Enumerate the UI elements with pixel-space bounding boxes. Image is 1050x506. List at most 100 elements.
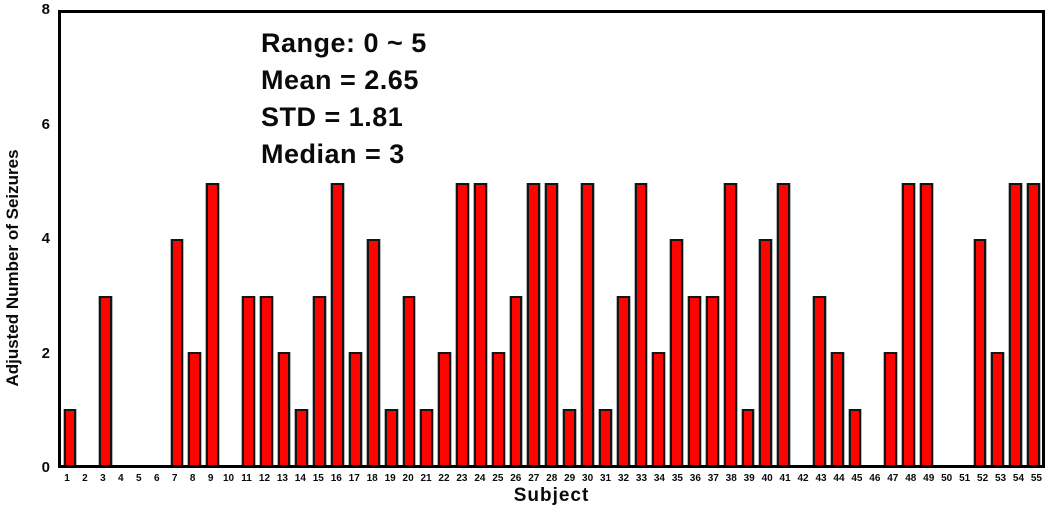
- x-tick-label-51: 51: [959, 473, 971, 484]
- bar-slot: [596, 13, 614, 465]
- bar-subject-37: [705, 295, 719, 465]
- bar-slot: [364, 13, 382, 465]
- x-tick-label-21: 21: [420, 473, 432, 484]
- bar-subject-14: [295, 408, 309, 465]
- bar-subject-49: [920, 182, 933, 465]
- bar-subject-29: [563, 408, 576, 465]
- x-tick-label-31: 31: [600, 473, 612, 484]
- x-tick-label-42: 42: [797, 473, 809, 484]
- y-tick-label-2: 2: [41, 344, 50, 362]
- x-tick-label-32: 32: [617, 473, 630, 484]
- bar-subject-31: [598, 408, 612, 465]
- bar-slot: [507, 13, 525, 465]
- bar-subject-22: [438, 352, 452, 465]
- x-tick-label-20: 20: [402, 473, 414, 484]
- bar-slot: [275, 13, 293, 465]
- x-tick-label-36: 36: [689, 473, 701, 484]
- bar-slot: [775, 13, 793, 465]
- bar-subject-45: [848, 408, 862, 465]
- bar-subject-40: [759, 239, 773, 465]
- y-tick-label-8: 8: [41, 1, 50, 18]
- x-tick-label-18: 18: [366, 473, 378, 484]
- bar-slot: [543, 13, 561, 465]
- bar-slot: [79, 13, 97, 465]
- bar-slot: [739, 13, 757, 465]
- bar-slot: [971, 13, 989, 465]
- y-tick-label-0: 0: [41, 459, 50, 476]
- bar-slot: [400, 13, 418, 465]
- bar-slot: [578, 13, 596, 465]
- bar-slot: [186, 13, 204, 465]
- x-tick-label-23: 23: [456, 473, 468, 484]
- bar-subject-25: [491, 352, 505, 465]
- bar-slot: [204, 13, 222, 465]
- bar-subject-17: [349, 352, 362, 465]
- bar-subject-36: [688, 295, 701, 465]
- bar-slot: [668, 13, 686, 465]
- bar-slot: [650, 13, 668, 465]
- x-tick-label-16: 16: [330, 473, 342, 484]
- bar-slot: [614, 13, 632, 465]
- bar-subject-47: [884, 352, 898, 465]
- bar-slot: [989, 13, 1007, 465]
- bar-subject-38: [723, 182, 737, 465]
- bar-subject-7: [170, 239, 184, 465]
- bar-subject-53: [991, 352, 1005, 465]
- x-tick-label-27: 27: [528, 473, 540, 484]
- bar-subject-12: [259, 295, 273, 465]
- bar-subject-34: [652, 352, 666, 465]
- x-tick-label-24: 24: [474, 473, 486, 484]
- x-tick-label-55: 55: [1030, 473, 1042, 484]
- bar-subject-27: [527, 182, 541, 465]
- bar-slot: [489, 13, 507, 465]
- bar-slot: [239, 13, 257, 465]
- bar-slot: [525, 13, 543, 465]
- x-tick-label-53: 53: [994, 473, 1007, 484]
- bar-slot: [454, 13, 472, 465]
- bar-subject-30: [580, 182, 594, 465]
- plot-area: Range: 0 ~ 5 Mean = 2.65 STD = 1.81 Median …: [58, 10, 1045, 468]
- bar-slot: [793, 13, 811, 465]
- bar-slot: [864, 13, 882, 465]
- x-tick-label-26: 26: [510, 473, 522, 484]
- bar-subject-52: [973, 239, 987, 465]
- bar-slot: [686, 13, 704, 465]
- x-tick-label-50: 50: [941, 473, 953, 484]
- bar-subject-16: [331, 182, 344, 465]
- x-tick-label-1: 1: [64, 473, 70, 484]
- x-tick-label-12: 12: [258, 473, 271, 484]
- x-tick-label-13: 13: [276, 473, 288, 484]
- bar-subject-1: [63, 408, 77, 465]
- bar-slot: [846, 13, 864, 465]
- bar-slot: [436, 13, 454, 465]
- bar-slot: [721, 13, 739, 465]
- bar-slot: [61, 13, 79, 465]
- x-tick-label-3: 3: [100, 473, 106, 484]
- bar-subject-13: [277, 352, 291, 465]
- x-tick-label-28: 28: [546, 473, 558, 484]
- x-tick-label-39: 39: [743, 473, 755, 484]
- bar-slot: [810, 13, 828, 465]
- x-tick-label-37: 37: [707, 473, 719, 484]
- x-tick-label-6: 6: [153, 473, 160, 484]
- bar-slot: [418, 13, 436, 465]
- bar-slot: [632, 13, 650, 465]
- x-tick-label-41: 41: [779, 473, 791, 484]
- bar-subject-15: [313, 295, 327, 465]
- bar-subject-39: [741, 408, 755, 465]
- stats-annotation-line-1: Range: 0 ~ 5: [261, 28, 427, 58]
- x-tick-label-7: 7: [171, 473, 178, 484]
- x-tick-label-8: 8: [189, 473, 196, 484]
- x-tick-label-10: 10: [222, 473, 235, 484]
- bar-slot: [757, 13, 775, 465]
- bar-subject-21: [420, 408, 434, 465]
- bar-slot: [97, 13, 115, 465]
- bar-subject-8: [188, 352, 202, 465]
- x-tick-label-35: 35: [671, 473, 683, 484]
- x-tick-label-54: 54: [1012, 473, 1025, 484]
- bar-subject-33: [634, 182, 648, 465]
- bar-slot: [900, 13, 918, 465]
- x-tick-label-45: 45: [851, 473, 863, 484]
- x-tick-label-49: 49: [923, 473, 935, 484]
